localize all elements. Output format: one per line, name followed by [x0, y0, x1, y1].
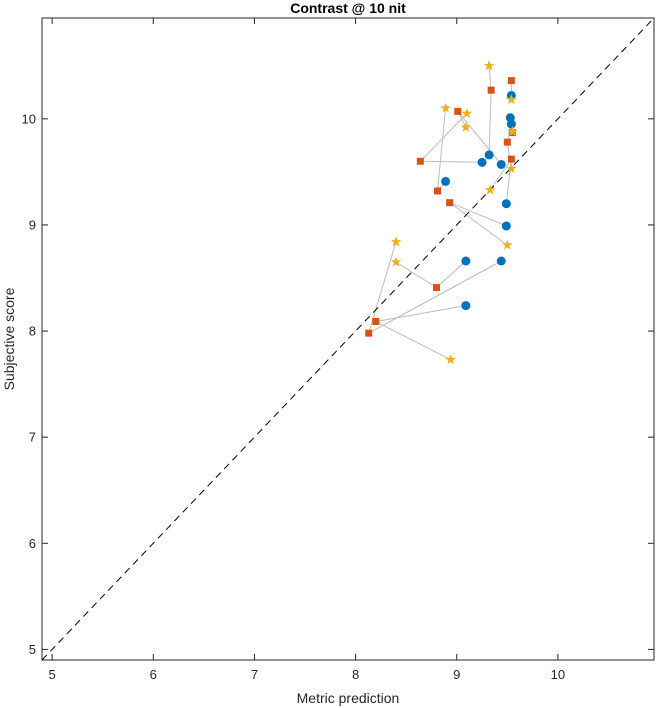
circle-point-3	[506, 119, 516, 129]
star-point-10	[502, 239, 513, 250]
star-point-3	[440, 102, 451, 113]
star-point-1	[483, 60, 495, 71]
circle-point-5	[477, 157, 487, 167]
square-point-3	[454, 107, 462, 115]
x-axis-label: Metric prediction	[297, 690, 400, 706]
star-point-6	[507, 126, 518, 136]
circle-point-11	[496, 256, 506, 266]
square-point-7	[416, 157, 424, 165]
star-point-12	[445, 354, 456, 365]
x-tick-label-7: 7	[251, 667, 258, 682]
x-tick-label-10: 10	[551, 667, 565, 682]
x-tick-label-9: 9	[453, 667, 460, 682]
square-point-10	[433, 284, 441, 292]
y-tick-label-5: 5	[29, 642, 36, 657]
y-tick-label-10: 10	[22, 111, 36, 126]
square-point-9	[446, 199, 454, 207]
square-point-2	[487, 86, 495, 94]
square-point-1	[507, 77, 515, 85]
circle-point-8	[501, 199, 511, 209]
star-point-4	[461, 108, 473, 118]
y-tick-label-7: 7	[29, 430, 36, 445]
axis-ticks: 5 6 7 8 9 10 5 6 7 8 9 10	[22, 18, 654, 682]
y-tick-label-6: 6	[29, 536, 36, 551]
star-point-5	[460, 121, 472, 132]
y-tick-label-8: 8	[29, 324, 36, 339]
star-point-8	[484, 184, 496, 195]
star-point-7	[506, 163, 517, 174]
square-point-12	[365, 329, 373, 337]
y-tick-label-9: 9	[29, 217, 36, 232]
x-tick-label-5: 5	[48, 667, 55, 682]
star-point-9	[390, 236, 402, 247]
square-point-6	[507, 155, 515, 163]
x-tick-label-8: 8	[352, 667, 359, 682]
circle-point-7	[441, 176, 451, 186]
circle-point-10	[461, 256, 471, 266]
square-point-11	[372, 317, 380, 325]
x-tick-label-6: 6	[150, 667, 157, 682]
identity-reference-line	[41, 17, 655, 661]
circle-point-4	[484, 150, 494, 160]
circle-point-12	[461, 301, 471, 311]
y-axis-label: Subjective score	[1, 287, 17, 390]
data-markers	[365, 60, 518, 365]
chart-title: Contrast @ 10 nit	[290, 0, 406, 16]
circle-point-6	[496, 159, 506, 169]
star-point-11	[390, 256, 402, 267]
star-point-2	[506, 94, 517, 105]
circle-point-9	[501, 221, 511, 231]
square-point-5	[503, 138, 511, 146]
square-point-8	[434, 187, 442, 195]
